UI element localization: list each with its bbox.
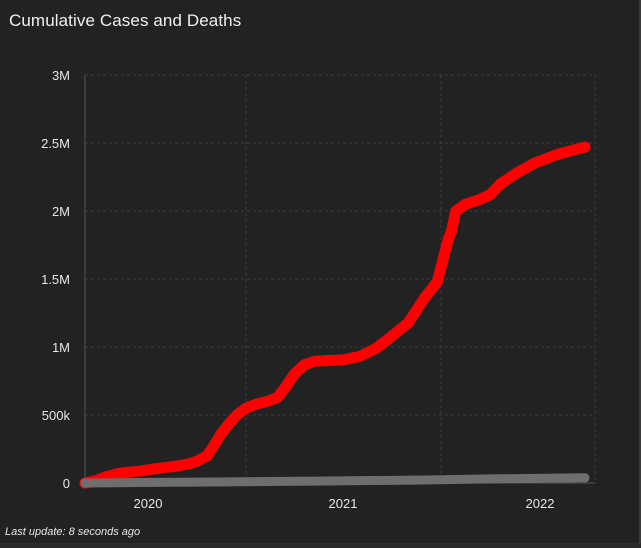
y-tick-label: 0 — [63, 476, 70, 491]
y-tick-label: 1.5M — [41, 272, 70, 287]
series-point — [403, 317, 414, 328]
series-point — [484, 189, 496, 201]
series-point — [231, 409, 243, 421]
series-point — [321, 355, 333, 367]
series-point — [225, 477, 234, 487]
x-tick-label: 2021 — [329, 496, 358, 511]
series-point — [579, 141, 591, 153]
series-point — [261, 395, 273, 407]
series-point — [553, 148, 565, 160]
series-point — [450, 205, 462, 217]
series-point — [485, 474, 495, 484]
series-point — [224, 417, 235, 429]
series-point — [112, 468, 124, 479]
x-axis-labels: 2020 2021 2022 — [134, 496, 555, 511]
y-tick-label: 500k — [42, 408, 71, 423]
series-point — [288, 368, 300, 380]
bottom-rule — [0, 543, 641, 548]
series-point — [298, 359, 310, 371]
last-update-text: Last update: 8 seconds ago — [5, 526, 141, 538]
series-point — [420, 475, 429, 485]
series-point — [136, 465, 148, 477]
series-point — [495, 178, 507, 190]
series-point — [191, 455, 203, 467]
chart-title: Cumulative Cases and Deaths — [9, 11, 242, 30]
y-tick-label: 3M — [52, 68, 70, 83]
series-point — [124, 466, 136, 478]
series-point — [445, 225, 457, 237]
series-point — [460, 198, 472, 210]
series-point — [431, 276, 443, 288]
x-tick-label: 2022 — [526, 496, 555, 511]
series-point — [437, 253, 449, 265]
series-point — [386, 330, 398, 342]
chart-grid — [85, 74, 596, 483]
y-tick-label: 1M — [52, 340, 70, 355]
series-point — [528, 157, 540, 169]
series-point — [208, 440, 219, 452]
series-point — [201, 450, 213, 462]
series-line — [80, 473, 590, 488]
series-line — [79, 141, 591, 489]
series-point — [511, 167, 523, 179]
series-point — [240, 402, 252, 414]
series-point — [472, 194, 484, 206]
x-tick-label: 2020 — [134, 496, 163, 511]
series-point — [322, 476, 332, 486]
series-point — [183, 458, 194, 470]
series-point — [309, 355, 321, 367]
series-point — [150, 463, 161, 475]
y-tick-label: 2.5M — [41, 136, 70, 151]
series-point — [250, 398, 262, 410]
series-point — [419, 292, 430, 304]
series-point — [80, 478, 90, 488]
series-point — [370, 342, 382, 354]
series-point — [580, 473, 590, 483]
y-tick-label: 2M — [52, 204, 70, 219]
series-point — [131, 478, 141, 487]
series-point — [337, 354, 349, 366]
series-point — [272, 391, 284, 403]
chart-series — [79, 141, 591, 489]
series-point — [279, 382, 291, 394]
series-point — [166, 461, 178, 473]
y-axis-labels: 0 500k 1M 1.5M 2M 2.5M 3M — [41, 68, 70, 491]
series-point — [354, 351, 365, 362]
series-point — [215, 428, 227, 440]
